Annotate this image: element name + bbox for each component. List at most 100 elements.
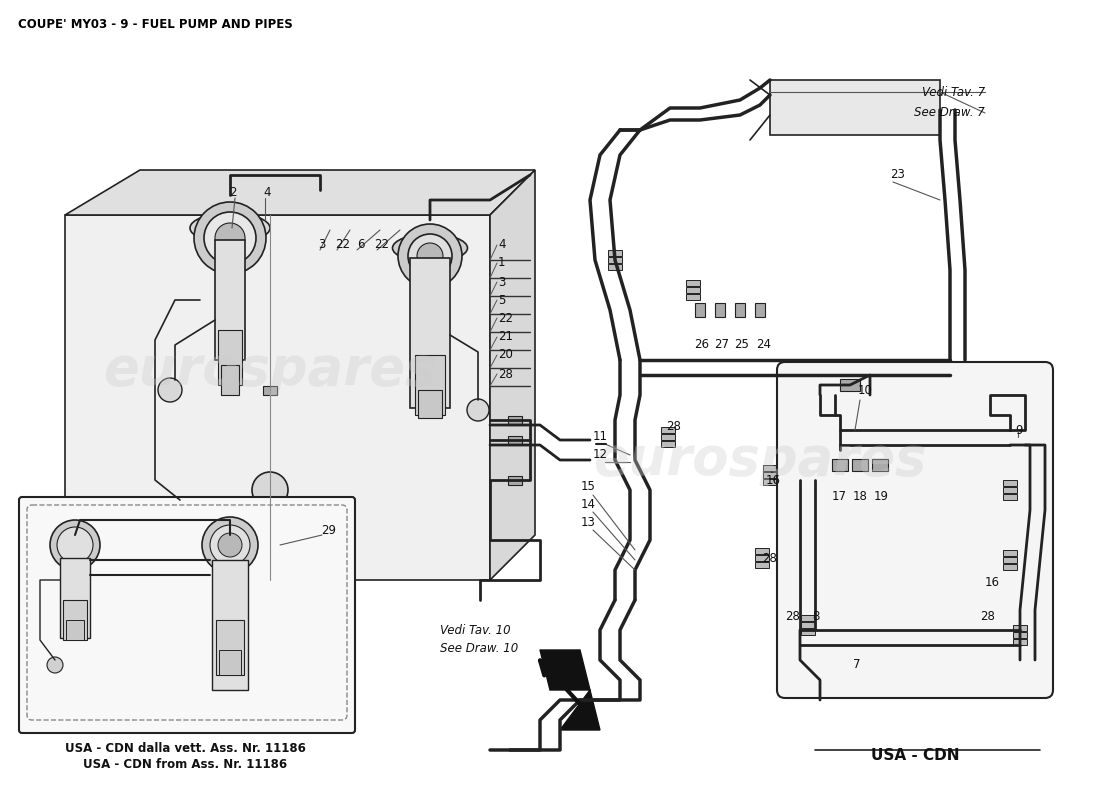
Bar	[661, 434, 675, 440]
Bar	[1003, 494, 1018, 500]
Text: 14: 14	[581, 498, 596, 511]
Bar	[1003, 564, 1018, 570]
Bar	[763, 465, 777, 471]
Text: 21: 21	[498, 330, 513, 343]
Bar	[872, 459, 888, 471]
Circle shape	[50, 520, 100, 570]
Bar	[508, 475, 522, 485]
Circle shape	[214, 223, 245, 253]
FancyBboxPatch shape	[777, 362, 1053, 698]
Text: 2: 2	[229, 186, 236, 199]
Text: 29: 29	[321, 523, 336, 537]
Bar	[763, 472, 777, 478]
Bar	[852, 459, 868, 471]
Bar	[608, 250, 622, 256]
Text: 10: 10	[858, 383, 873, 397]
Bar	[1003, 480, 1018, 486]
Bar	[1013, 625, 1027, 631]
Circle shape	[210, 525, 250, 565]
Text: 18: 18	[852, 490, 868, 503]
Text: 28: 28	[498, 367, 513, 381]
Text: 28: 28	[980, 610, 994, 623]
Circle shape	[194, 202, 266, 274]
Bar	[66, 620, 84, 640]
Circle shape	[398, 224, 462, 288]
Text: 3: 3	[318, 238, 326, 251]
Circle shape	[252, 472, 288, 508]
Bar	[661, 427, 675, 433]
Text: See Draw. 10: See Draw. 10	[440, 642, 518, 654]
Text: 9: 9	[1015, 423, 1023, 437]
Bar	[755, 562, 769, 568]
Text: 8: 8	[812, 610, 820, 623]
Circle shape	[468, 399, 490, 421]
Text: 28: 28	[762, 551, 777, 565]
Text: 11: 11	[593, 430, 608, 443]
Text: 26: 26	[694, 338, 710, 351]
Text: Vedi Tav. 10: Vedi Tav. 10	[440, 623, 510, 637]
Text: 16: 16	[984, 577, 1000, 590]
Bar	[755, 303, 764, 317]
Bar	[219, 650, 241, 675]
Text: 3: 3	[498, 275, 505, 289]
Bar	[770, 80, 940, 135]
Bar	[418, 390, 442, 418]
Bar	[508, 415, 522, 425]
Text: COUPE' MY03 - 9 - FUEL PUMP AND PIPES: COUPE' MY03 - 9 - FUEL PUMP AND PIPES	[18, 18, 293, 31]
Bar	[801, 615, 815, 621]
Text: 22: 22	[374, 238, 389, 251]
Circle shape	[57, 527, 94, 563]
Bar	[755, 548, 769, 554]
Bar	[410, 258, 450, 408]
Bar	[216, 620, 244, 675]
Text: 22: 22	[336, 238, 350, 251]
Text: 28: 28	[666, 421, 681, 434]
Text: 22: 22	[498, 311, 513, 325]
Bar	[508, 435, 522, 445]
Text: USA - CDN from Ass. Nr. 11186: USA - CDN from Ass. Nr. 11186	[82, 758, 287, 771]
Bar	[212, 560, 248, 690]
Text: 7: 7	[852, 658, 860, 671]
Bar	[735, 303, 745, 317]
Bar	[1003, 487, 1018, 493]
Circle shape	[47, 657, 63, 673]
Bar	[801, 629, 815, 635]
Text: eurospares: eurospares	[593, 434, 926, 486]
Bar	[608, 257, 622, 263]
Text: 4: 4	[263, 186, 271, 199]
Ellipse shape	[393, 234, 468, 262]
Text: USA - CDN dalla vett. Ass. Nr. 11186: USA - CDN dalla vett. Ass. Nr. 11186	[65, 742, 306, 754]
Bar	[755, 555, 769, 561]
Bar	[608, 264, 622, 270]
Text: eurospares: eurospares	[103, 344, 437, 396]
Text: Vedi Tav. 7: Vedi Tav. 7	[922, 86, 984, 99]
Bar	[63, 600, 87, 640]
Bar	[686, 294, 700, 300]
Bar	[415, 355, 446, 415]
Circle shape	[204, 212, 256, 264]
Circle shape	[158, 378, 182, 402]
Bar	[263, 386, 277, 394]
Bar	[686, 287, 700, 293]
Circle shape	[218, 533, 242, 557]
Bar	[1003, 550, 1018, 556]
Bar	[221, 365, 239, 395]
Bar	[60, 558, 90, 638]
Circle shape	[408, 234, 452, 278]
Text: USA - CDN: USA - CDN	[871, 747, 959, 762]
Bar	[686, 280, 700, 286]
Text: 12: 12	[593, 449, 608, 462]
FancyBboxPatch shape	[19, 497, 355, 733]
Polygon shape	[490, 170, 535, 580]
Bar	[1013, 632, 1027, 638]
Text: 20: 20	[498, 349, 513, 362]
Text: 4: 4	[498, 238, 506, 251]
Text: 6: 6	[358, 238, 364, 251]
Text: 25: 25	[734, 338, 749, 351]
Text: 15: 15	[581, 481, 596, 494]
Text: 24: 24	[756, 338, 771, 351]
Polygon shape	[65, 215, 490, 580]
Text: 5: 5	[498, 294, 505, 306]
Text: 28: 28	[785, 610, 800, 623]
Bar	[214, 240, 245, 360]
